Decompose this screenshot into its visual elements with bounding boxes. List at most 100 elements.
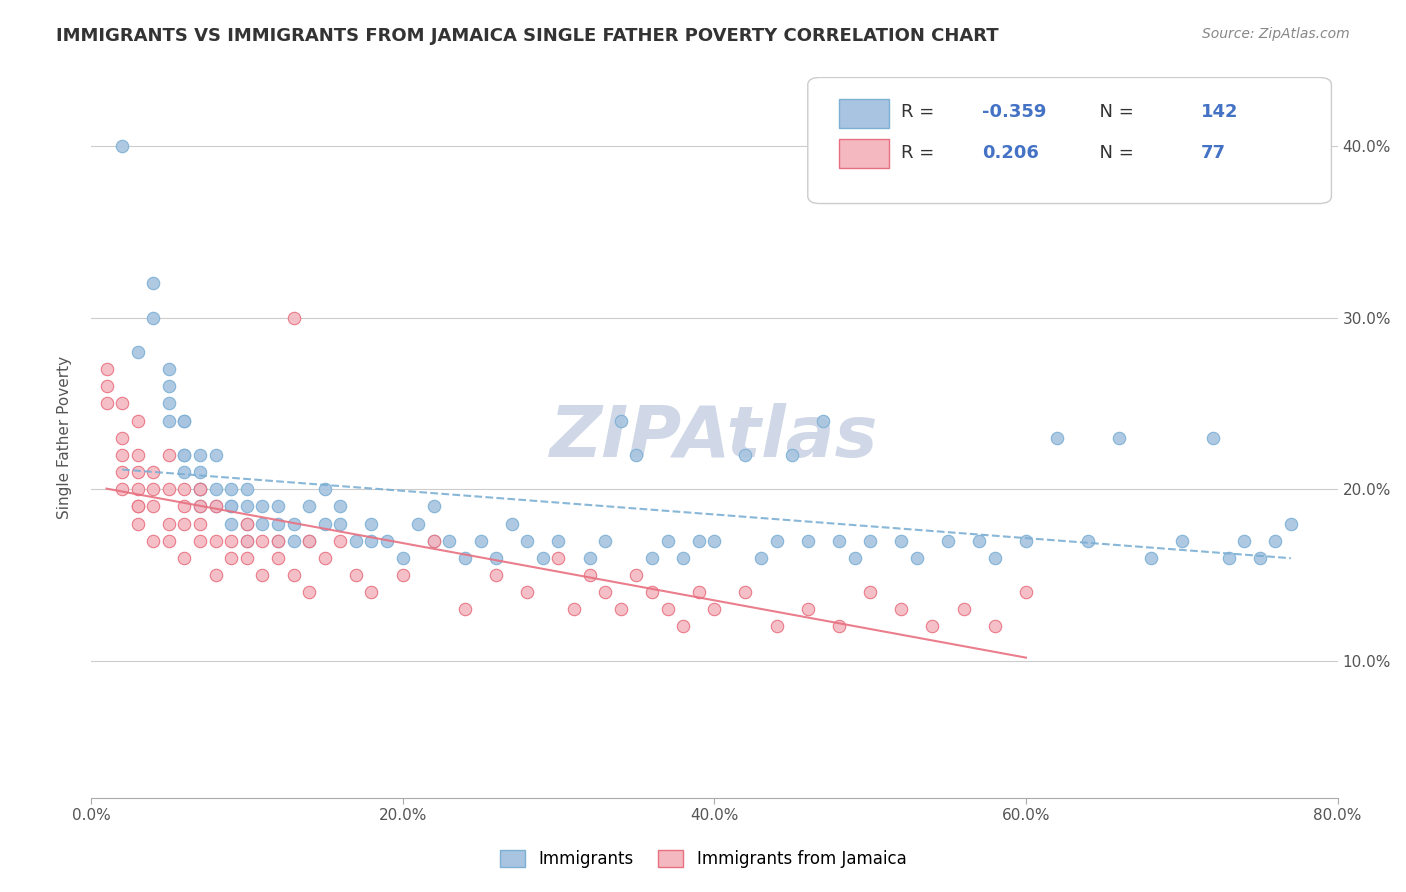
Point	[547, 550, 569, 565]
Point	[1108, 431, 1130, 445]
Point	[111, 139, 134, 153]
Point	[267, 550, 290, 565]
Point	[391, 568, 413, 582]
Y-axis label: Single Father Poverty: Single Father Poverty	[58, 356, 72, 519]
Point	[516, 533, 538, 548]
Point	[157, 379, 180, 393]
Legend: Immigrants, Immigrants from Jamaica: Immigrants, Immigrants from Jamaica	[494, 843, 912, 875]
Point	[859, 585, 882, 599]
Point	[641, 550, 664, 565]
Point	[547, 533, 569, 548]
Point	[173, 500, 195, 514]
Point	[127, 465, 149, 479]
Point	[423, 533, 446, 548]
Point	[657, 602, 679, 616]
Point	[813, 414, 835, 428]
Point	[219, 533, 242, 548]
Point	[470, 533, 492, 548]
Point	[204, 482, 226, 496]
Point	[173, 414, 195, 428]
Point	[734, 585, 756, 599]
Point	[173, 516, 195, 531]
Point	[188, 533, 211, 548]
Point	[283, 568, 305, 582]
Text: IMMIGRANTS VS IMMIGRANTS FROM JAMAICA SINGLE FATHER POVERTY CORRELATION CHART: IMMIGRANTS VS IMMIGRANTS FROM JAMAICA SI…	[56, 27, 998, 45]
Point	[252, 568, 274, 582]
Point	[204, 533, 226, 548]
Text: R =: R =	[901, 103, 941, 121]
Point	[1077, 533, 1099, 548]
Point	[204, 568, 226, 582]
Point	[188, 500, 211, 514]
Point	[127, 448, 149, 462]
Point	[375, 533, 398, 548]
Text: Source: ZipAtlas.com: Source: ZipAtlas.com	[1202, 27, 1350, 41]
Point	[501, 516, 523, 531]
Point	[127, 345, 149, 359]
Point	[96, 362, 118, 376]
Point	[329, 500, 352, 514]
Point	[127, 516, 149, 531]
Point	[267, 533, 290, 548]
Point	[610, 602, 633, 616]
Point	[188, 516, 211, 531]
Point	[314, 516, 336, 531]
Point	[188, 482, 211, 496]
Point	[173, 448, 195, 462]
Point	[593, 585, 616, 599]
Point	[797, 533, 820, 548]
Point	[252, 500, 274, 514]
Point	[204, 448, 226, 462]
Point	[173, 550, 195, 565]
Point	[236, 516, 259, 531]
Point	[688, 533, 710, 548]
Point	[828, 619, 851, 633]
Point	[329, 533, 352, 548]
Point	[703, 533, 725, 548]
Point	[1233, 533, 1256, 548]
Point	[984, 550, 1007, 565]
Point	[96, 396, 118, 410]
Text: N =: N =	[1088, 145, 1140, 162]
Point	[936, 533, 959, 548]
Point	[780, 448, 803, 462]
Point	[252, 516, 274, 531]
Point	[1171, 533, 1194, 548]
Point	[283, 533, 305, 548]
Point	[252, 533, 274, 548]
Point	[952, 602, 974, 616]
Point	[1202, 431, 1225, 445]
Point	[219, 500, 242, 514]
Point	[157, 482, 180, 496]
Text: R =: R =	[901, 145, 941, 162]
Point	[157, 516, 180, 531]
Point	[626, 448, 648, 462]
Point	[672, 619, 695, 633]
Point	[236, 500, 259, 514]
Point	[236, 482, 259, 496]
Point	[111, 465, 134, 479]
Point	[188, 500, 211, 514]
Point	[96, 379, 118, 393]
Point	[142, 500, 165, 514]
Point	[314, 482, 336, 496]
Point	[578, 550, 600, 565]
FancyBboxPatch shape	[808, 78, 1331, 203]
Point	[672, 550, 695, 565]
Point	[641, 585, 664, 599]
Text: 77: 77	[1201, 145, 1226, 162]
Point	[111, 431, 134, 445]
Point	[967, 533, 990, 548]
Point	[406, 516, 429, 531]
Point	[765, 619, 787, 633]
Point	[844, 550, 866, 565]
Point	[157, 396, 180, 410]
FancyBboxPatch shape	[839, 138, 889, 168]
Point	[283, 310, 305, 325]
Point	[344, 533, 367, 548]
Point	[219, 550, 242, 565]
Point	[267, 533, 290, 548]
Point	[593, 533, 616, 548]
Text: N =: N =	[1088, 103, 1140, 121]
Point	[111, 448, 134, 462]
